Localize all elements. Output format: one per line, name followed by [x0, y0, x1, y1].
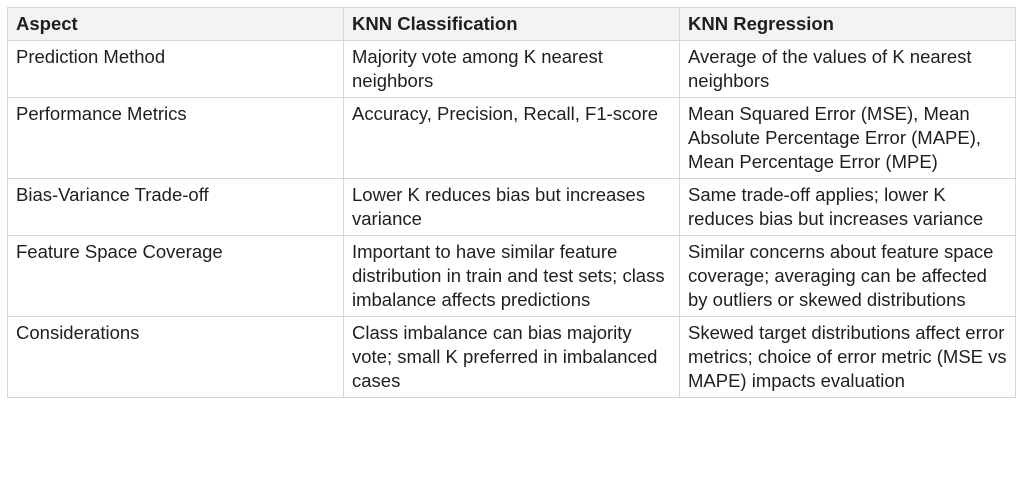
table-header-row: Aspect KNN Classification KNN Regression: [7, 7, 1016, 41]
table-row: Considerations Class imbalance can bias …: [7, 316, 1016, 398]
header-aspect: Aspect: [7, 7, 344, 41]
cell-regression: Same trade-off applies; lower K reduces …: [679, 178, 1016, 236]
cell-regression: Similar concerns about feature space cov…: [679, 235, 1016, 317]
table-row: Prediction Method Majority vote among K …: [7, 40, 1016, 98]
cell-classification: Lower K reduces bias but increases varia…: [343, 178, 680, 236]
cell-classification: Important to have similar feature distri…: [343, 235, 680, 317]
cell-classification: Accuracy, Precision, Recall, F1-score: [343, 97, 680, 179]
cell-aspect: Considerations: [7, 316, 344, 398]
table-row: Feature Space Coverage Important to have…: [7, 235, 1016, 317]
table-row: Bias-Variance Trade-off Lower K reduces …: [7, 178, 1016, 236]
header-knn-classification: KNN Classification: [343, 7, 680, 41]
cell-aspect: Performance Metrics: [7, 97, 344, 179]
cell-regression: Mean Squared Error (MSE), Mean Absolute …: [679, 97, 1016, 179]
knn-comparison-table: Aspect KNN Classification KNN Regression…: [7, 7, 1016, 398]
cell-aspect: Prediction Method: [7, 40, 344, 98]
cell-aspect: Feature Space Coverage: [7, 235, 344, 317]
cell-regression: Skewed target distributions affect error…: [679, 316, 1016, 398]
cell-regression: Average of the values of K nearest neigh…: [679, 40, 1016, 98]
cell-classification: Class imbalance can bias majority vote; …: [343, 316, 680, 398]
comparison-table-container: Aspect KNN Classification KNN Regression…: [7, 7, 1016, 398]
cell-aspect: Bias-Variance Trade-off: [7, 178, 344, 236]
cell-classification: Majority vote among K nearest neighbors: [343, 40, 680, 98]
header-knn-regression: KNN Regression: [679, 7, 1016, 41]
table-row: Performance Metrics Accuracy, Precision,…: [7, 97, 1016, 179]
